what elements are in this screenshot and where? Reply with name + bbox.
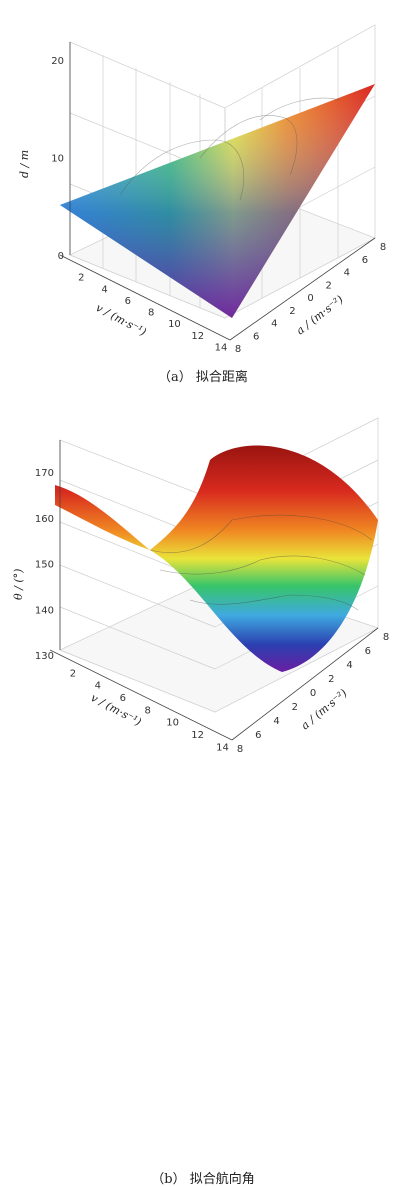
y-tick-label: 0	[310, 688, 316, 699]
z-tick-label: 10	[51, 154, 64, 165]
x-tick-label: 14	[215, 343, 228, 354]
y-tick-label: 6	[255, 730, 261, 741]
x-tick-label: 8	[148, 308, 154, 319]
y-tick-label: 6	[365, 646, 371, 657]
x-axis-label: v / (m·s⁻¹)	[94, 301, 149, 338]
axes	[59, 42, 376, 341]
x-tick-label: 12	[191, 331, 204, 342]
caption-a: （a） 拟合距离	[158, 370, 248, 385]
surface-plot-heading: 130 140 150 160 170 2 4 6 8 10 12 14 8 6 4 2 0 2 4 6 8 θ / (…	[12, 417, 389, 755]
y-tick-label: 8	[237, 744, 243, 755]
x-tick-label: 10	[168, 319, 181, 330]
x-axis-label: v / (m·s⁻¹)	[89, 691, 144, 728]
y-tick-label: 4	[346, 660, 352, 671]
y-tick-label: 2	[292, 702, 298, 713]
z-tick-label: 170	[35, 468, 54, 479]
z-tick-label: 150	[35, 560, 54, 571]
x-tick-label: 10	[166, 718, 179, 729]
surface	[60, 84, 375, 318]
y-tick-label: 4	[344, 268, 350, 279]
y-tick-label: 6	[253, 331, 259, 342]
y-tick-label: 2	[325, 280, 331, 291]
chart-panel-heading: 130 140 150 160 170 2 4 6 8 10 12 14 8 6 4 2 0 2 4 6 8 θ / (…	[0, 400, 406, 1187]
z-axis-label: θ / (°)	[12, 569, 25, 600]
y-tick-label: 4	[273, 716, 279, 727]
x-tick-label: 2	[70, 668, 76, 679]
y-axis-label: a / (m·s⁻²)	[299, 687, 350, 733]
y-tick-label: 8	[380, 242, 386, 253]
x-tick-label: 6	[120, 693, 126, 704]
y-tick-label: 2	[289, 306, 295, 317]
x-tick-label: 6	[125, 296, 131, 307]
z-tick-label: 160	[35, 514, 54, 525]
y-tick-label: 2	[328, 674, 334, 685]
y-tick-label: 0	[307, 293, 313, 304]
y-tick-label: 4	[271, 319, 277, 330]
x-tick-label: 8	[145, 705, 151, 716]
x-tick-label: 4	[95, 681, 101, 692]
z-axis-label: d / m	[18, 150, 31, 178]
surface	[55, 445, 378, 672]
z-tick-label: 20	[51, 56, 64, 67]
caption-b: （b） 拟合航向角	[151, 1172, 255, 1187]
y-tick-label: 8	[383, 632, 389, 643]
axes	[49, 440, 379, 741]
x-tick-label: 14	[216, 742, 229, 753]
x-tick-label: 2	[78, 273, 84, 284]
y-axis-label: a / (m·s⁻²)	[294, 293, 346, 337]
x-tick-label: 4	[101, 284, 107, 295]
z-tick-label: 140	[35, 605, 54, 616]
z-tick-label: 130	[35, 651, 54, 662]
x-tick-label: 12	[191, 730, 204, 741]
chart-panel-distance: 0 10 20 2 4 6 8 10 12 14 8 6 4 2 0 2 4 6 8 d / m v / (m·s⁻…	[0, 0, 406, 395]
y-tick-label: 6	[362, 255, 368, 266]
z-tick-label: 0	[58, 251, 64, 262]
y-tick-label: 8	[235, 344, 241, 355]
